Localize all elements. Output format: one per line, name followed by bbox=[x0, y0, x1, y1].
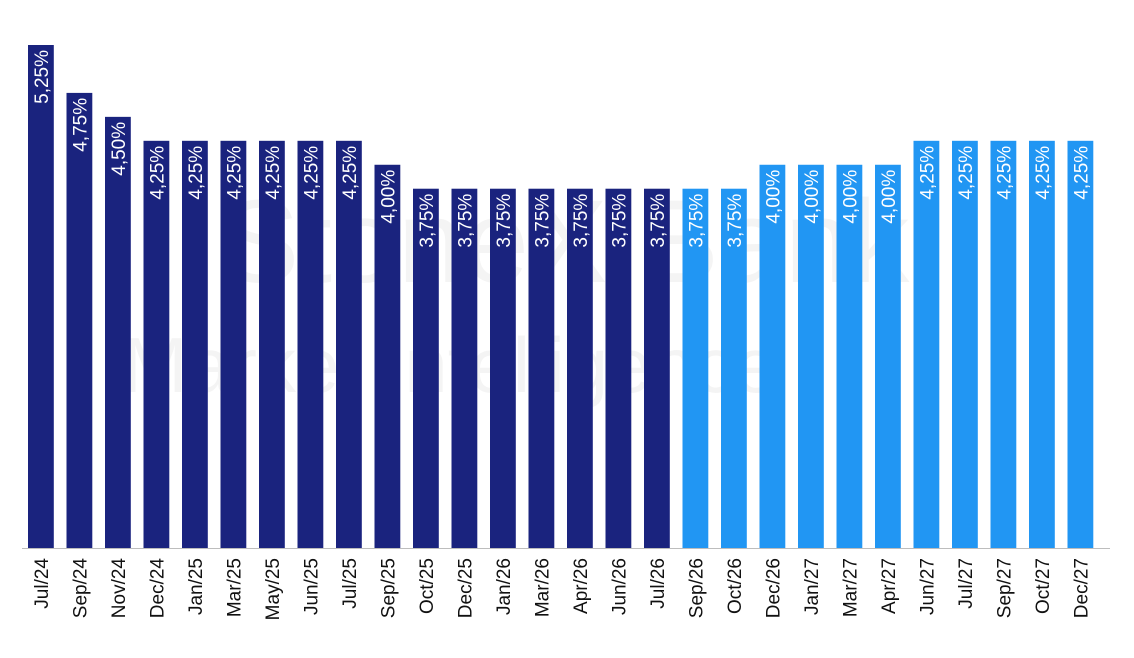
x-tick-label: Sep/24 bbox=[70, 558, 91, 619]
x-tick-label: Jan/26 bbox=[494, 558, 515, 615]
bar-Mar/27 bbox=[836, 164, 863, 548]
bar-Jan/26 bbox=[490, 188, 516, 548]
x-tick-label: Jan/27 bbox=[802, 558, 823, 615]
x-tick-label: Oct/25 bbox=[417, 558, 438, 614]
data-label: 4,25% bbox=[994, 146, 1015, 200]
bar-Jan/27 bbox=[798, 164, 824, 548]
x-tick-label: Nov/24 bbox=[109, 558, 130, 619]
data-label: 3,75% bbox=[494, 194, 515, 248]
x-tick-label: Oct/27 bbox=[1033, 558, 1054, 614]
data-label: 4,50% bbox=[109, 122, 130, 176]
data-label: 3,75% bbox=[648, 194, 669, 248]
bar-Mar/26 bbox=[528, 188, 555, 548]
data-label: 4,25% bbox=[186, 146, 207, 200]
x-tick-label: Jan/25 bbox=[186, 558, 207, 615]
bar-Jul/26 bbox=[644, 188, 670, 548]
bar-Oct/26 bbox=[721, 188, 747, 548]
bar-Nov/24 bbox=[105, 116, 131, 549]
x-axis-ticks: Jul/24 Sep/24 Nov/24 Dec/24 Jan/25 Mar/25 May/… bbox=[32, 558, 1093, 621]
x-tick-label: Jul/25 bbox=[340, 558, 361, 609]
data-label: 3,75% bbox=[571, 194, 592, 248]
x-tick-label: Mar/27 bbox=[840, 558, 861, 617]
x-tick-label: Jun/27 bbox=[917, 558, 938, 615]
bar-Jun/27 bbox=[913, 140, 940, 548]
x-tick-label: Oct/26 bbox=[725, 558, 746, 614]
bar-Jul/25 bbox=[336, 140, 362, 548]
bar-Mar/25 bbox=[220, 140, 247, 548]
data-label: 4,00% bbox=[840, 170, 861, 224]
bar-Sep/26 bbox=[682, 188, 709, 548]
x-tick-label: Jul/26 bbox=[648, 558, 669, 609]
bar-May/25 bbox=[259, 140, 285, 548]
data-label: 4,00% bbox=[378, 170, 399, 224]
bar-Dec/24 bbox=[143, 140, 170, 548]
bar-Oct/27 bbox=[1029, 140, 1055, 548]
x-tick-label: Jul/27 bbox=[956, 558, 977, 609]
x-tick-label: Dec/25 bbox=[455, 558, 476, 618]
bar-Dec/26 bbox=[759, 164, 786, 548]
x-tick-label: Apr/27 bbox=[879, 558, 900, 614]
data-label: 3,75% bbox=[686, 194, 707, 248]
data-label: 4,25% bbox=[340, 146, 361, 200]
data-label: 4,25% bbox=[224, 146, 245, 200]
x-tick-label: Dec/24 bbox=[147, 558, 168, 619]
bars: 5,25% 4,75% 4,50% 4,25% 4,25% 4,25% 4,25% 4,25%… bbox=[28, 45, 1094, 549]
bar-Jun/26 bbox=[605, 188, 632, 548]
data-label: 3,75% bbox=[532, 194, 553, 248]
x-tick-label: Mar/25 bbox=[224, 558, 245, 617]
x-tick-label: Sep/25 bbox=[378, 558, 399, 618]
data-label: 4,25% bbox=[917, 146, 938, 200]
x-tick-label: Sep/26 bbox=[686, 558, 707, 618]
x-tick-label: Apr/26 bbox=[571, 558, 592, 614]
data-label: 3,75% bbox=[725, 194, 746, 248]
data-label: 4,25% bbox=[1071, 146, 1092, 200]
x-tick-label: Jun/26 bbox=[609, 558, 630, 615]
x-tick-label: Mar/26 bbox=[532, 558, 553, 617]
data-label: 3,75% bbox=[455, 194, 476, 248]
bar-Dec/27 bbox=[1067, 140, 1094, 548]
data-label: 4,25% bbox=[147, 146, 168, 200]
bar-Jun/25 bbox=[297, 140, 324, 548]
x-tick-label: Sep/27 bbox=[994, 558, 1015, 618]
bar-Jan/25 bbox=[182, 140, 208, 548]
bar-Apr/26 bbox=[567, 188, 593, 548]
data-label: 4,00% bbox=[879, 170, 900, 224]
bar-Dec/25 bbox=[451, 188, 478, 548]
bar-Jul/27 bbox=[952, 140, 978, 548]
bar-Sep/24 bbox=[66, 92, 93, 549]
x-tick-label: Dec/27 bbox=[1071, 558, 1092, 618]
data-label: 4,00% bbox=[802, 170, 823, 224]
bar-Sep/25 bbox=[374, 164, 401, 548]
data-label: 4,25% bbox=[956, 146, 977, 200]
x-tick-label: May/25 bbox=[263, 558, 284, 620]
bar-Jul/24 bbox=[28, 45, 54, 548]
bar-Oct/25 bbox=[413, 188, 439, 548]
data-label: 4,75% bbox=[70, 98, 91, 152]
x-tick-label: Jul/24 bbox=[32, 558, 53, 609]
bar-Sep/27 bbox=[990, 140, 1017, 548]
bar-Apr/27 bbox=[875, 164, 901, 548]
x-tick-label: Jun/25 bbox=[301, 558, 322, 615]
data-label: 5,25% bbox=[32, 50, 53, 104]
data-label: 4,25% bbox=[301, 146, 322, 200]
data-label: 3,75% bbox=[417, 194, 438, 248]
data-label: 4,25% bbox=[263, 146, 284, 200]
watermark-line1: StoneX Bank bbox=[221, 176, 911, 308]
data-label: 4,00% bbox=[763, 170, 784, 224]
x-tick-label: Dec/26 bbox=[763, 558, 784, 618]
data-label: 4,25% bbox=[1033, 146, 1054, 200]
data-label: 3,75% bbox=[609, 194, 630, 248]
